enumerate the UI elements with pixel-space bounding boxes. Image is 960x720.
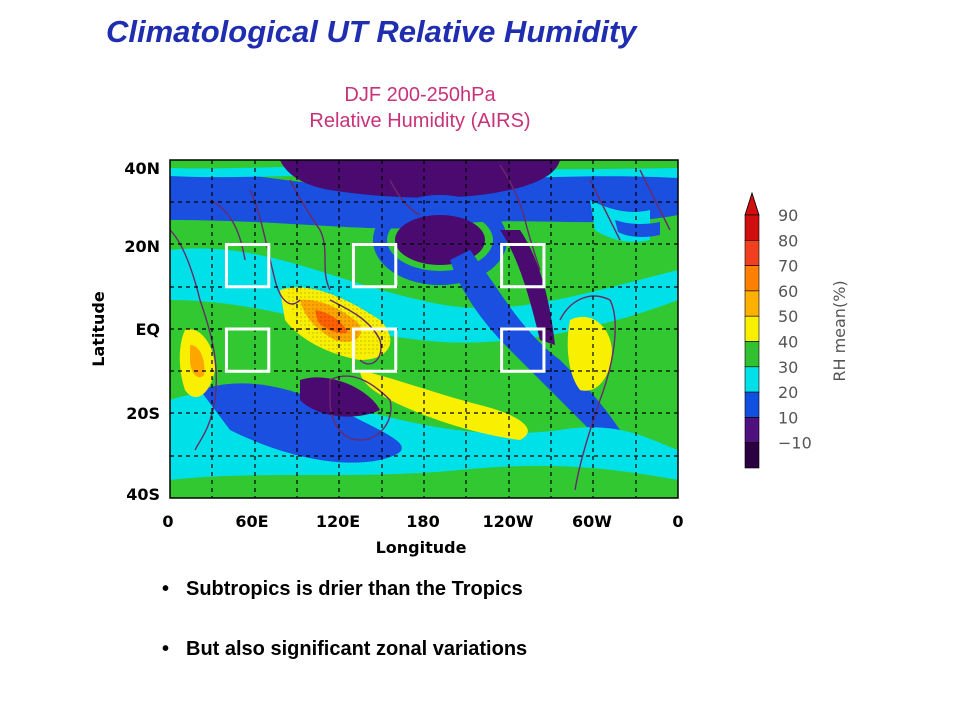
rh-wet-spcz [360,370,528,440]
colorbar-swatch-1 [744,214,760,241]
rh-wet-south-america [567,316,612,391]
colorbar-swatch-6 [744,341,760,368]
colorbar-swatch-9 [744,417,760,443]
lon-tick-0: 0 [162,512,173,531]
latitude-axis-label: Latitude [89,291,108,367]
map-frame [169,159,679,499]
colorbar-tick-label: 60 [778,282,798,301]
lon-tick-120e: 120E [316,512,360,531]
rh-colorbar [744,191,760,469]
highlight-box-1 [224,243,271,289]
rh-very-dry-australia [300,377,380,417]
lon-tick-120w: 120W [482,512,533,531]
latitude-ticks: 40N 20N EQ 20S 40S [124,159,160,504]
slide-title: Climatological UT Relative Humidity [106,14,637,49]
colorbar-tick-label: 40 [778,333,798,352]
map-subtitle-season-level: DJF 200-250hPa [344,84,496,106]
lat-tick-20n: 20N [124,237,160,256]
colorbar-tick-label: 70 [778,257,798,276]
colorbar-tick-labels: 90 80 70 60 50 40 30 20 10 −10 [778,206,812,453]
colorbar-arrow-tip [744,191,760,216]
lat-tick-40n: 40N [124,159,160,178]
colorbar-swatch-7 [744,366,760,393]
map-subtitle-variable: Relative Humidity (AIRS) [309,110,531,132]
longitude-ticks: 0 60E 120E 180 120W 60W 0 [162,512,683,531]
highlight-box-3 [500,243,546,289]
colorbar-swatch-4 [744,290,760,317]
humidity-map-figure: 40N 20N EQ 20S 40S Latitude 0 60E 120E 1… [89,159,849,557]
longitude-axis-label: Longitude [376,538,467,557]
map-grid [170,160,678,498]
highlight-box-5 [351,327,398,373]
lat-tick-40s: 40S [126,485,160,504]
colorbar-tick-label: 10 [778,408,798,427]
bullet-list: Subtropics is drier than the Tropics But… [160,574,527,694]
colorbar-swatch-2 [744,240,760,266]
highlight-box-4 [224,327,271,373]
colorbar-tick-label: 90 [778,206,798,225]
lat-tick-eq: EQ [135,320,160,339]
colorbar-label: RH mean(%) [830,280,849,381]
lon-tick-60e: 60E [235,512,268,531]
bullet-item: But also significant zonal variations [160,634,527,664]
highlight-boxes [224,243,546,373]
colorbar-swatch-5 [744,315,760,342]
colorbar-swatch-10 [744,442,760,469]
colorbar-tick-label: 20 [778,383,798,402]
lon-tick-0-end: 0 [672,512,683,531]
rh-very-dry-north-pacific [280,160,560,198]
colorbar-tick-label: −10 [778,434,812,453]
lat-tick-20s: 20S [126,404,160,423]
colorbar-tick-label: 80 [778,231,798,250]
colorbar-swatch-3 [744,265,760,292]
colorbar-tick-label: 30 [778,358,798,377]
lon-tick-180: 180 [406,512,439,531]
rh-dry-band-southeast [450,250,620,440]
rh-dry-south-indian [200,383,402,463]
rh-very-dry-pacific-cell [395,215,485,265]
colorbar-swatch-8 [744,391,760,418]
highlight-box-2 [351,243,398,289]
colorbar-tick-label: 50 [778,307,798,326]
bullet-item: Subtropics is drier than the Tropics [160,574,527,604]
highlight-box-6 [500,327,546,373]
lon-tick-60w: 60W [572,512,612,531]
